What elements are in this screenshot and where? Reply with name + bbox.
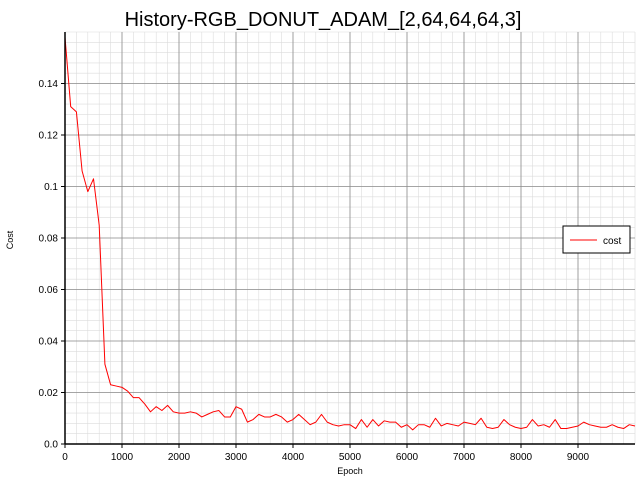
x-tick-label: 5000 [339, 452, 362, 463]
x-tick-label: 9000 [567, 452, 590, 463]
y-tick-label: 0.12 [39, 131, 59, 142]
y-tick-label: 0.14 [39, 79, 59, 90]
y-tick-label: 0.0 [44, 440, 58, 451]
x-tick-label: 0 [62, 452, 68, 463]
y-axis-ticks: 0.0 0.02 0.04 0.06 0.08 0.1 0.12 0.14 [39, 79, 65, 451]
legend-label-cost: cost [603, 236, 622, 247]
plot-area [64, 31, 636, 445]
y-tick-label: 0.04 [39, 337, 59, 348]
y-tick-label: 0.08 [39, 234, 59, 245]
x-tick-label: 3000 [225, 452, 248, 463]
x-tick-label: 7000 [453, 452, 476, 463]
y-tick-label: 0.02 [39, 388, 59, 399]
x-axis-label: Epoch [337, 466, 363, 476]
x-tick-label: 2000 [168, 452, 191, 463]
legend: cost [562, 225, 631, 254]
x-tick-label: 6000 [396, 452, 419, 463]
y-tick-label: 0.06 [39, 285, 59, 296]
y-tick-label: 0.1 [44, 182, 58, 193]
x-axis-ticks: 0 1000 2000 3000 4000 5000 6000 7000 8000 9000 [62, 444, 590, 463]
series-line-cost [64, 37, 636, 431]
y-axis-label: Cost [5, 230, 15, 249]
x-tick-label: 1000 [111, 452, 134, 463]
x-tick-label: 8000 [510, 452, 533, 463]
series-layer [64, 37, 636, 431]
x-tick-label: 4000 [282, 452, 305, 463]
chart-title: History-RGB_DONUT_ADAM_[2,64,64,64,3] [125, 9, 522, 31]
